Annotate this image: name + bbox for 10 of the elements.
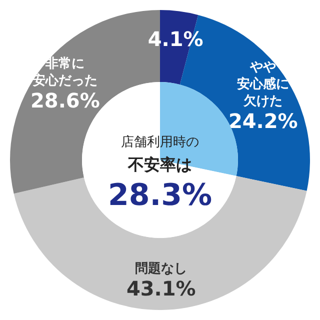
text: 店舗利用時の [121, 134, 199, 150]
slice-label: やや安心感に欠けた [237, 60, 290, 109]
text: 28.3% [108, 178, 212, 213]
data-label: 28.6% [30, 88, 100, 113]
slice-label: 問題なし [135, 262, 188, 277]
data-label: 4.1% [148, 26, 204, 51]
data-label: 24.2% [228, 108, 298, 133]
donut-slice [14, 176, 307, 310]
text: 不安率は [127, 155, 192, 174]
data-label: 43.1% [126, 276, 196, 301]
